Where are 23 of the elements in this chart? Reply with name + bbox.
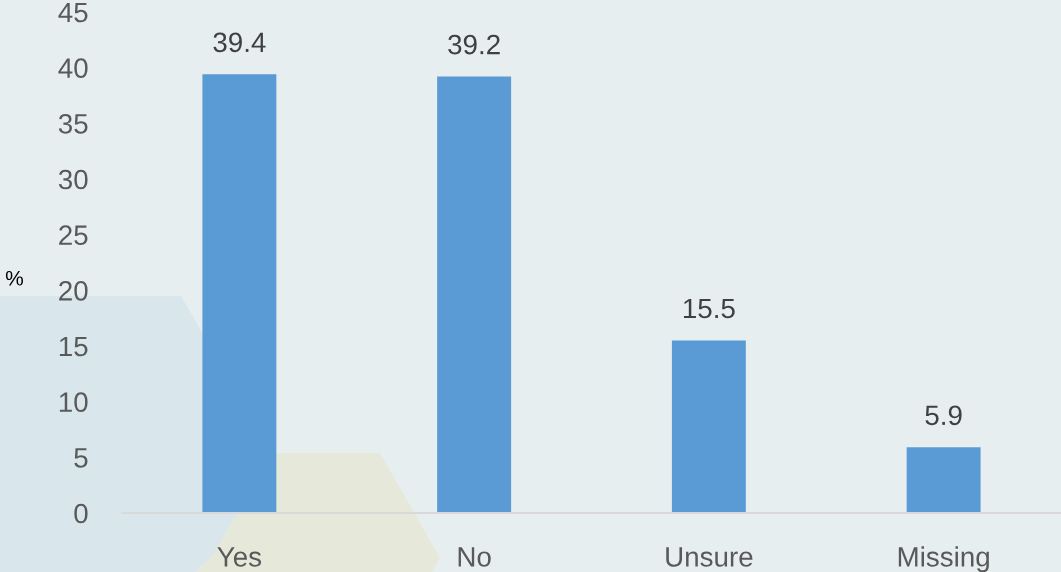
bar xyxy=(671,340,746,513)
x-tick-label: Missing xyxy=(898,546,989,572)
y-tick-label: 45 xyxy=(58,2,88,23)
y-tick-label: 5 xyxy=(74,448,88,468)
data-label: 39.4 xyxy=(213,32,266,53)
y-tick-label: 10 xyxy=(59,392,88,413)
x-tick-label: Yes xyxy=(217,547,262,567)
bar xyxy=(202,74,277,513)
bar xyxy=(906,447,981,513)
y-tick-label: 15 xyxy=(59,336,88,357)
data-label: 5.9 xyxy=(925,405,962,426)
x-tick-label: Unsure xyxy=(666,547,753,567)
y-tick-label: 40 xyxy=(58,58,88,79)
data-label: 15.5 xyxy=(683,298,735,319)
bar xyxy=(437,76,512,513)
y-tick-label: 0 xyxy=(74,503,88,524)
y-tick-label: 30 xyxy=(58,169,88,190)
y-tick-label: 20 xyxy=(59,281,88,301)
y-tick-label: 35 xyxy=(58,114,88,134)
y-axis-title: % xyxy=(5,270,23,286)
y-tick-label: 25 xyxy=(59,225,88,246)
data-label: 39.2 xyxy=(448,34,500,55)
x-tick-label: No xyxy=(458,547,491,567)
